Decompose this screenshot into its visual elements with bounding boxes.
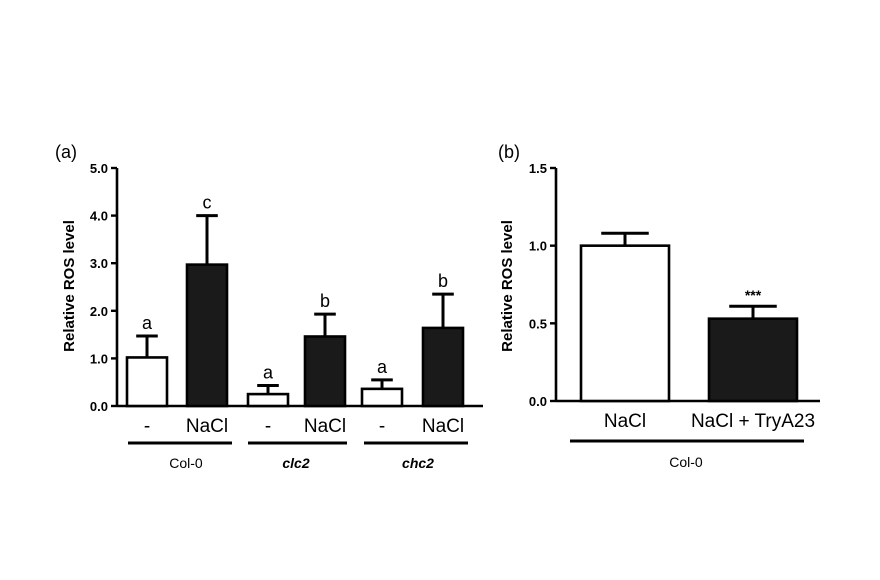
panel-a-group-label: clc2: [282, 455, 309, 471]
panel-b-group-label: Col-0: [669, 454, 703, 470]
panel-a-category-label: NaCl: [422, 416, 464, 437]
panel-a-y-tick-label: 4.0: [90, 209, 108, 224]
panel-a-bar: [185, 263, 229, 408]
panel-a-label: (a): [55, 142, 77, 162]
panel-b-bar: [707, 317, 799, 403]
panel-a-group-label: chc2: [402, 455, 434, 471]
panel-a-category-label: NaCl: [186, 416, 228, 437]
panel-a-bar-annotation: b: [320, 291, 330, 311]
panel-b-y-tick-label: 1.5: [529, 161, 547, 176]
panel-b-bar-annotation: ***: [745, 287, 762, 303]
panel-a-category-label: NaCl: [304, 416, 346, 437]
panel-b-category-label: NaCl: [604, 411, 646, 432]
panel-a-bar-annotation: c: [203, 193, 212, 213]
panel-b-y-tick-label: 0.5: [529, 316, 547, 331]
panel-b-y-axis-label: Relative ROS level: [499, 220, 516, 352]
panel-a-y-tick-label: 3.0: [90, 256, 108, 271]
panel-a-bar: [303, 335, 347, 408]
panel-b-label: (b): [498, 142, 520, 162]
panel-b-category-label: NaCl + TryA23: [691, 411, 815, 432]
panel-a-category-label: -: [379, 416, 385, 437]
panel-b-bar: [579, 244, 671, 403]
panel-a-bar: [125, 356, 169, 408]
panel-a-bar-annotation: a: [142, 313, 153, 333]
panel-b: (b) Relative ROS level 0.0 0.5 1.0 1.5 NaCl…: [498, 142, 820, 470]
panel-a-bar: [421, 326, 465, 408]
panel-a-y-tick-label: 5.0: [90, 161, 108, 176]
panel-a-category-label: -: [265, 416, 271, 437]
panel-b-y-tick-label: 1.0: [529, 239, 547, 254]
panel-a-bar-annotation: b: [438, 271, 448, 291]
panel-a-y-axis-label: Relative ROS level: [61, 220, 78, 352]
panel-a: (a) Relative ROS level 0.0 1.0 2.0 3.0 4.0 5.…: [55, 142, 483, 471]
panel-a-bar: [360, 387, 404, 408]
panel-a-bar-annotation: a: [377, 357, 388, 377]
panel-a-y-tick-label: 0.0: [90, 399, 108, 414]
panel-a-y-tick-label: 2.0: [90, 304, 108, 319]
panel-a-category-label: -: [144, 416, 150, 437]
panel-a-group-label: Col-0: [169, 455, 203, 471]
panel-a-bar: [246, 392, 290, 408]
panel-b-y-tick-label: 0.0: [529, 394, 547, 409]
panel-a-bar-annotation: a: [263, 363, 274, 383]
panel-a-y-tick-label: 1.0: [90, 351, 108, 366]
